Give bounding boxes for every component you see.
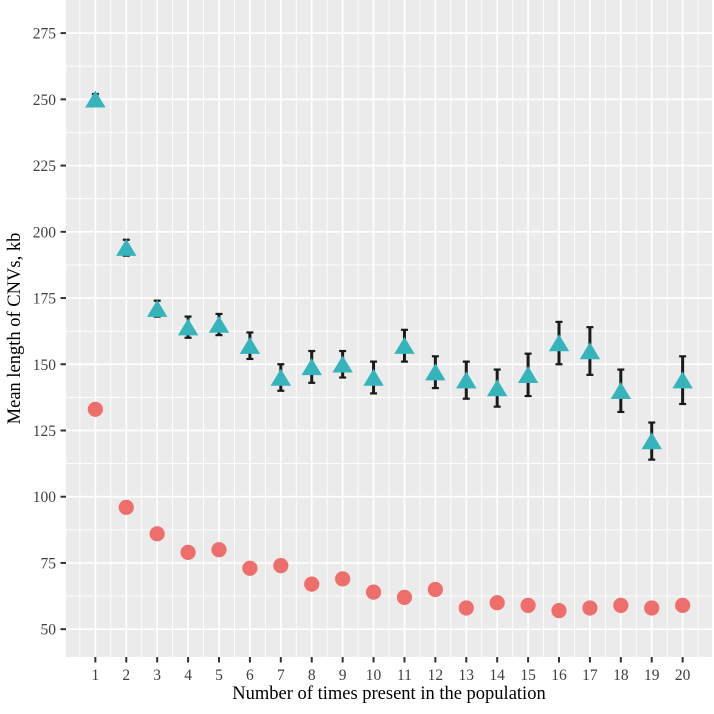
data-point-circle bbox=[520, 597, 536, 613]
data-point-circle bbox=[675, 597, 691, 613]
x-tick-label: 9 bbox=[339, 667, 347, 684]
data-point-triangle bbox=[425, 363, 446, 381]
x-tick-label: 2 bbox=[122, 667, 130, 684]
x-tick-label: 12 bbox=[428, 667, 444, 684]
data-point-triangle bbox=[579, 342, 601, 360]
x-tick-label: 4 bbox=[184, 667, 192, 684]
data-point-triangle bbox=[239, 336, 261, 354]
y-tick-label: 175 bbox=[33, 291, 57, 308]
x-tick-label: 6 bbox=[246, 667, 254, 684]
data-point-circle bbox=[489, 595, 505, 611]
x-tick-label: 17 bbox=[582, 667, 598, 684]
y-axis-title: Mean length of CNVs, kb bbox=[5, 232, 25, 425]
data-point-circle bbox=[118, 499, 134, 515]
data-point-triangle bbox=[517, 366, 539, 384]
y-tick-label: 50 bbox=[41, 622, 57, 639]
y-tick-label: 250 bbox=[33, 92, 57, 109]
x-tick-label: 16 bbox=[551, 667, 567, 684]
data-point-triangle bbox=[208, 315, 230, 333]
y-tick-label: 200 bbox=[33, 224, 57, 241]
data-point-circle bbox=[551, 603, 567, 619]
data-point-triangle bbox=[394, 336, 415, 354]
data-point-triangle bbox=[85, 90, 106, 108]
data-point-circle bbox=[396, 589, 413, 605]
data-point-triangle bbox=[146, 299, 168, 317]
x-axis-title: Number of times present in the populatio… bbox=[232, 684, 546, 704]
data-point-circle bbox=[335, 571, 351, 587]
x-tick-label: 8 bbox=[308, 667, 316, 684]
x-tick-label: 18 bbox=[613, 667, 629, 684]
data-point-triangle bbox=[456, 371, 477, 389]
x-tick-label: 15 bbox=[520, 667, 536, 684]
data-point-triangle bbox=[177, 318, 199, 336]
data-point-triangle bbox=[610, 381, 632, 399]
x-tick-label: 13 bbox=[459, 667, 475, 684]
y-tick-label: 125 bbox=[33, 423, 57, 440]
y-tick-label: 275 bbox=[33, 26, 57, 43]
data-point-circle bbox=[365, 584, 382, 600]
x-tick-label: 1 bbox=[91, 667, 99, 684]
x-tick-label: 20 bbox=[675, 667, 691, 684]
data-point-circle bbox=[427, 581, 443, 598]
data-point-triangle bbox=[486, 379, 508, 397]
x-tick-label: 19 bbox=[644, 667, 660, 684]
data-point-circle bbox=[304, 576, 320, 592]
y-tick-label: 75 bbox=[41, 555, 57, 572]
data-point-circle bbox=[582, 600, 598, 616]
data-point-triangle bbox=[548, 334, 570, 352]
data-point-triangle bbox=[672, 371, 693, 389]
x-tick-label: 11 bbox=[397, 667, 412, 684]
data-point-triangle bbox=[270, 368, 292, 386]
data-point-circle bbox=[211, 542, 227, 558]
data-point-circle bbox=[458, 600, 474, 616]
x-tick-label: 5 bbox=[215, 667, 223, 684]
data-point-circle bbox=[180, 544, 196, 560]
x-tick-label: 14 bbox=[489, 667, 505, 684]
data-point-circle bbox=[273, 558, 289, 574]
data-point-triangle bbox=[332, 355, 353, 373]
data-point-triangle bbox=[301, 358, 322, 376]
data-point-triangle bbox=[363, 368, 384, 386]
y-tick-label: 225 bbox=[33, 158, 57, 175]
x-tick-label: 10 bbox=[366, 667, 382, 684]
data-point-triangle bbox=[116, 238, 137, 256]
y-tick-label: 100 bbox=[33, 489, 57, 506]
data-point-circle bbox=[149, 526, 165, 542]
data-point-circle bbox=[87, 401, 103, 417]
x-tick-label: 3 bbox=[153, 667, 161, 684]
data-point-circle bbox=[613, 597, 629, 613]
data-point-triangle bbox=[641, 432, 662, 450]
y-tick-label: 150 bbox=[33, 357, 57, 374]
data-point-circle bbox=[644, 600, 660, 616]
x-tick-label: 7 bbox=[277, 667, 285, 684]
data-point-circle bbox=[242, 560, 258, 576]
